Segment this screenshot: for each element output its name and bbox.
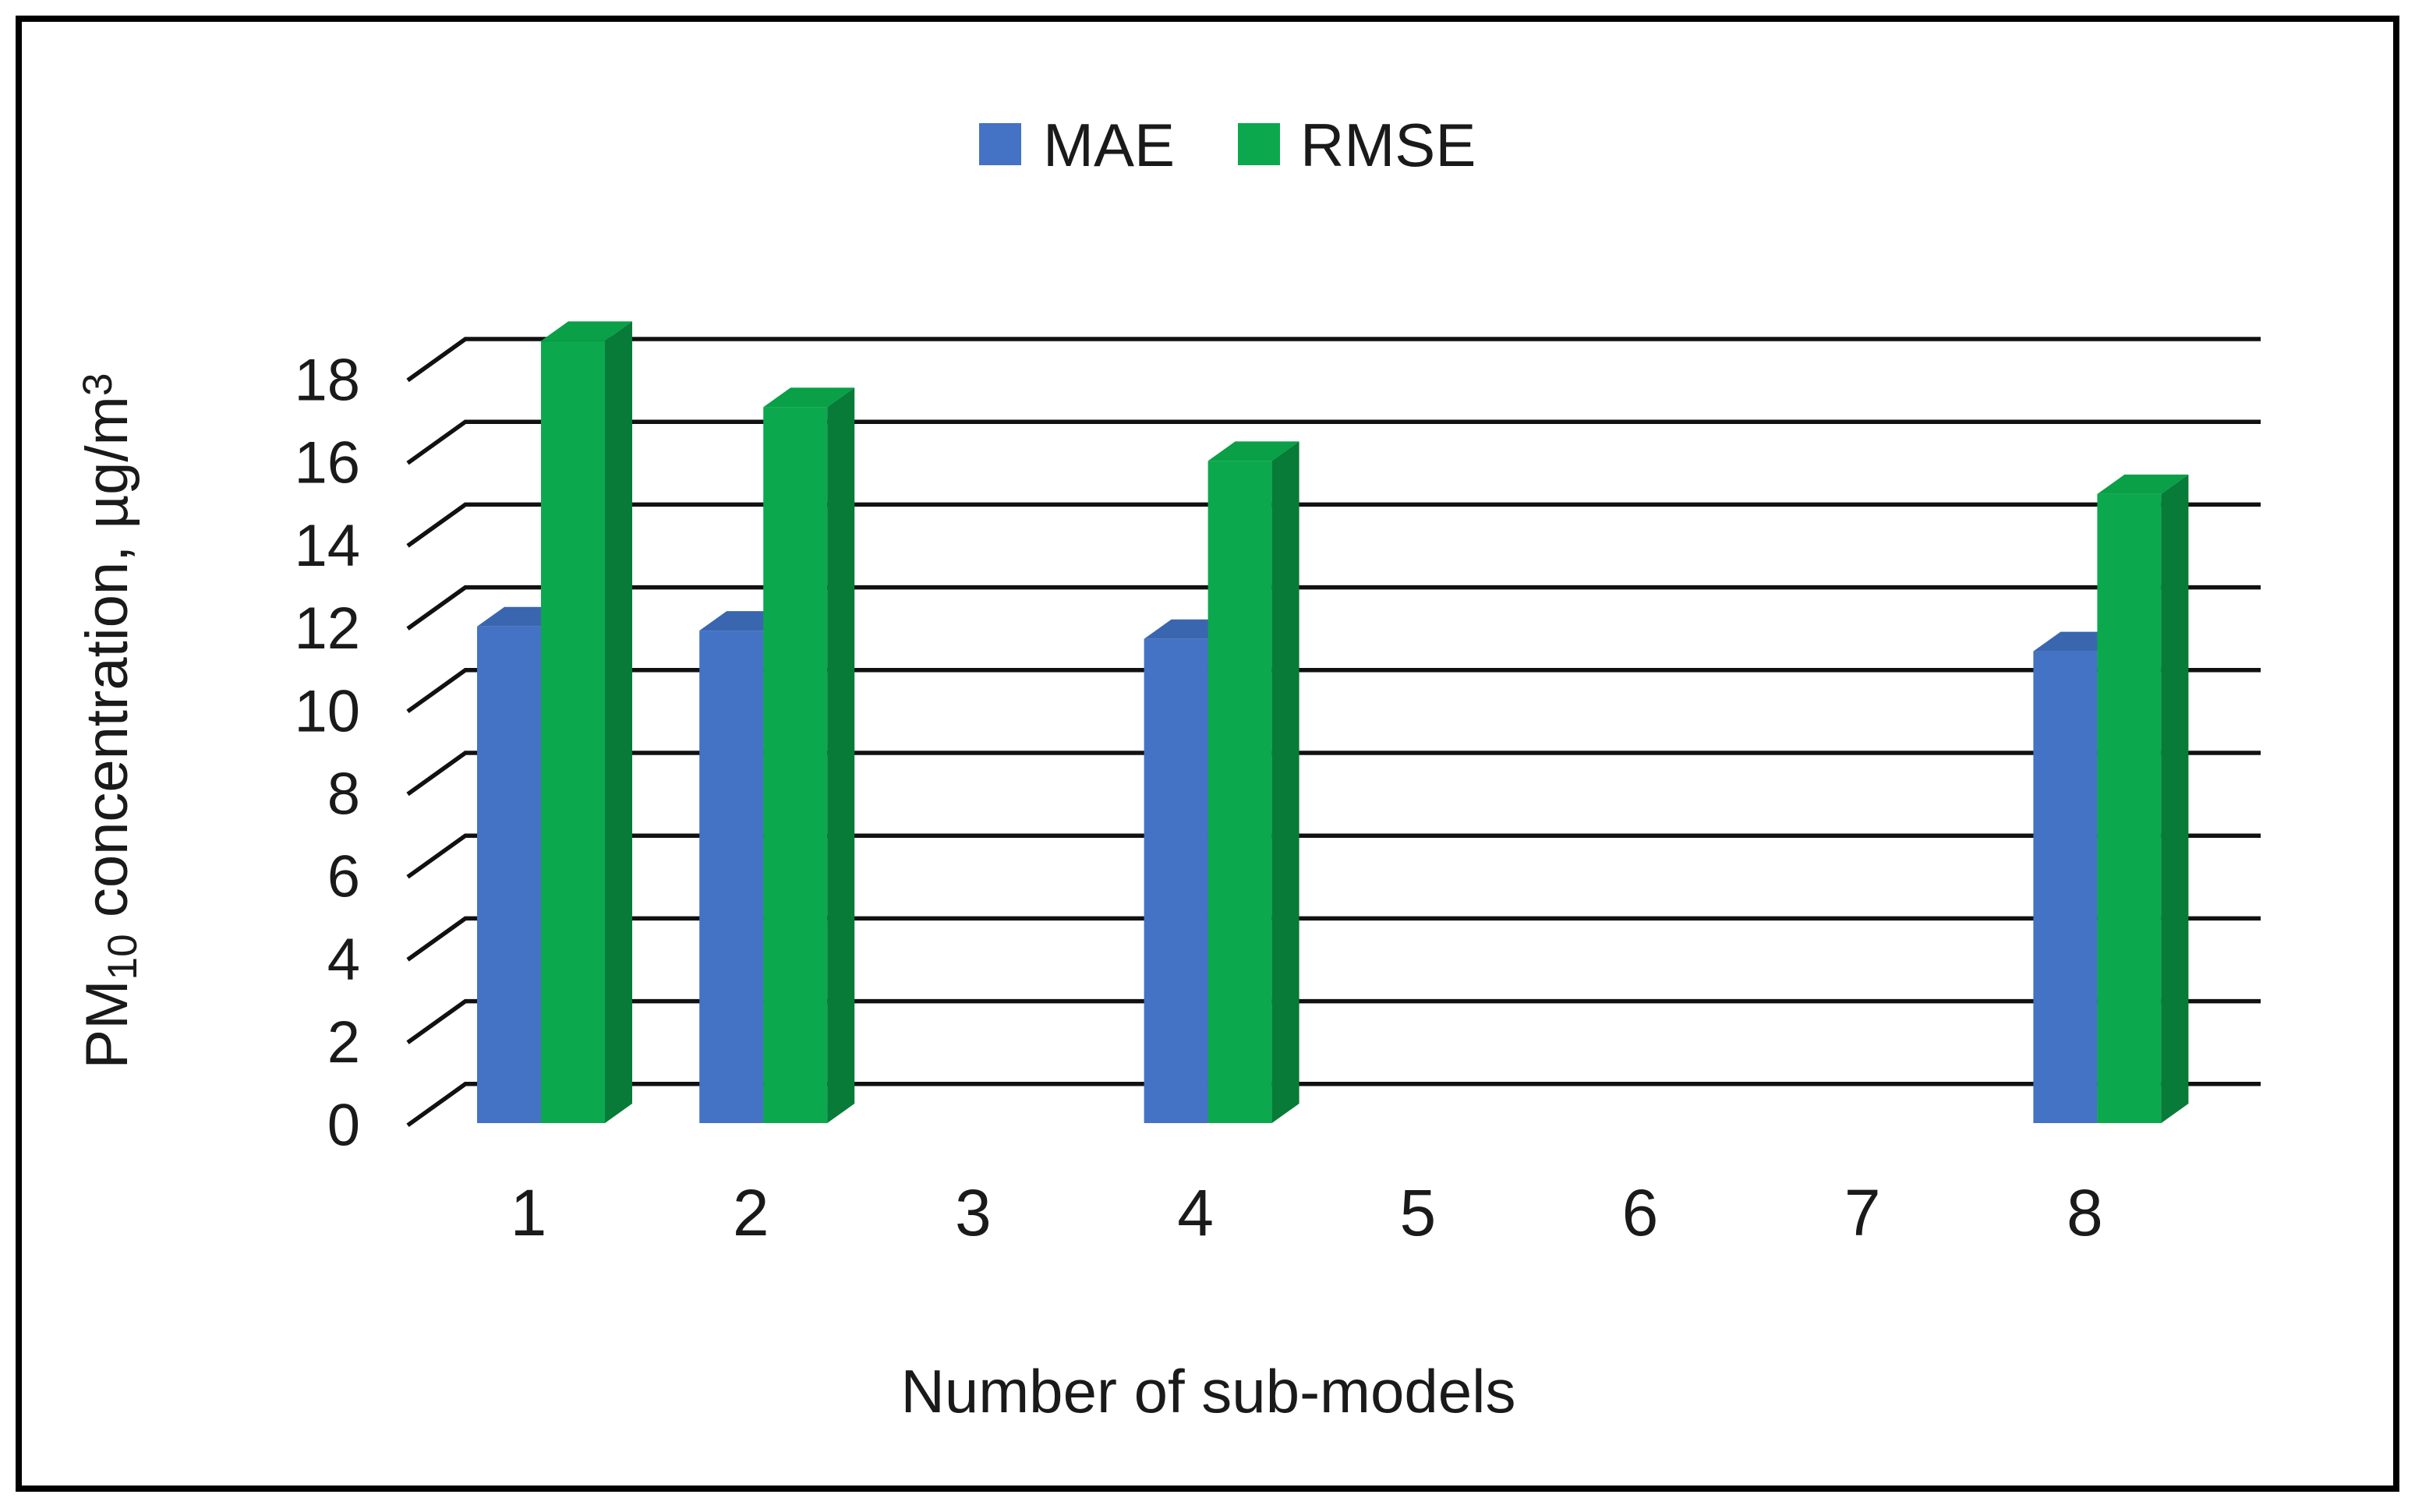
bar-front-face <box>477 626 541 1123</box>
bar-side-face <box>1271 441 1299 1123</box>
bar-top-face <box>541 321 632 341</box>
bar-top-face <box>1208 441 1299 461</box>
gridline <box>406 751 2261 797</box>
bar-front-face <box>2097 493 2162 1123</box>
x-tick-label: 7 <box>1844 1176 1881 1249</box>
bar-front-face <box>1144 638 1208 1123</box>
y-title-text: concentration, µg/m <box>74 396 140 934</box>
gridline <box>406 585 2261 631</box>
y-tick-label: 6 <box>327 844 360 910</box>
y-tick-label: 4 <box>327 927 360 993</box>
bar-side-face <box>605 321 632 1123</box>
y-title-superscript: 3 <box>75 373 121 397</box>
bar-rmse-x1 <box>541 321 632 1123</box>
gridline <box>406 419 2261 465</box>
x-tick-label: 5 <box>1399 1176 1436 1249</box>
y-tick-label: 14 <box>294 513 360 579</box>
bar-front-face <box>1208 461 1272 1123</box>
y-tick-label: 8 <box>327 761 360 828</box>
bar-rmse-x8 <box>2097 474 2189 1123</box>
bar-front-face <box>763 407 828 1123</box>
y-tick-labels: 0 2 4 6 8 10 12 14 16 18 <box>294 348 360 1159</box>
x-tick-label: 2 <box>733 1176 769 1249</box>
gridline <box>406 833 2261 879</box>
bar-rmse-x2 <box>763 387 855 1123</box>
bars <box>477 321 2189 1123</box>
y-tick-label: 0 <box>327 1092 360 1158</box>
x-tick-label: 8 <box>2067 1176 2103 1249</box>
x-axis-title: Number of sub-models <box>901 1357 1516 1425</box>
x-tick-label: 1 <box>511 1176 547 1249</box>
figure-border <box>16 16 2399 1492</box>
legend-swatch-mae <box>979 123 1021 165</box>
gridline <box>406 668 2261 714</box>
bar-front-face <box>699 631 764 1123</box>
bar-side-face <box>2161 474 2189 1123</box>
gridline <box>406 502 2261 548</box>
y-tick-label: 10 <box>294 678 360 744</box>
gridlines <box>406 337 2261 1128</box>
bar-side-face <box>827 387 855 1123</box>
legend-swatch-rmse <box>1238 123 1280 165</box>
legend-label-rmse: RMSE <box>1300 111 1476 179</box>
bar-rmse-x4 <box>1208 441 1299 1123</box>
bar-front-face <box>2033 651 2098 1123</box>
x-tick-label: 4 <box>1177 1176 1214 1249</box>
y-tick-label: 2 <box>327 1009 360 1076</box>
bar-top-face <box>763 387 855 408</box>
legend: MAE RMSE <box>979 111 1476 179</box>
x-tick-labels: 1 2 3 4 5 6 7 8 <box>511 1176 2103 1249</box>
y-tick-label: 16 <box>294 430 360 496</box>
y-tick-label: 12 <box>294 595 360 662</box>
y-axis-title: PM10 concentration, µg/m3 <box>74 373 146 1069</box>
x-tick-label: 6 <box>1622 1176 1659 1249</box>
gridline <box>406 998 2261 1044</box>
y-title-subscript: 10 <box>100 934 146 980</box>
bar-top-face <box>2097 474 2189 494</box>
gridline <box>406 1082 2261 1128</box>
y-tick-label: 18 <box>294 348 360 414</box>
legend-label-mae: MAE <box>1043 111 1175 179</box>
gridline <box>406 916 2261 962</box>
gridline <box>406 337 2261 383</box>
x-tick-label: 3 <box>955 1176 992 1249</box>
bar-front-face <box>541 341 605 1123</box>
y-title-text: PM <box>74 980 140 1069</box>
